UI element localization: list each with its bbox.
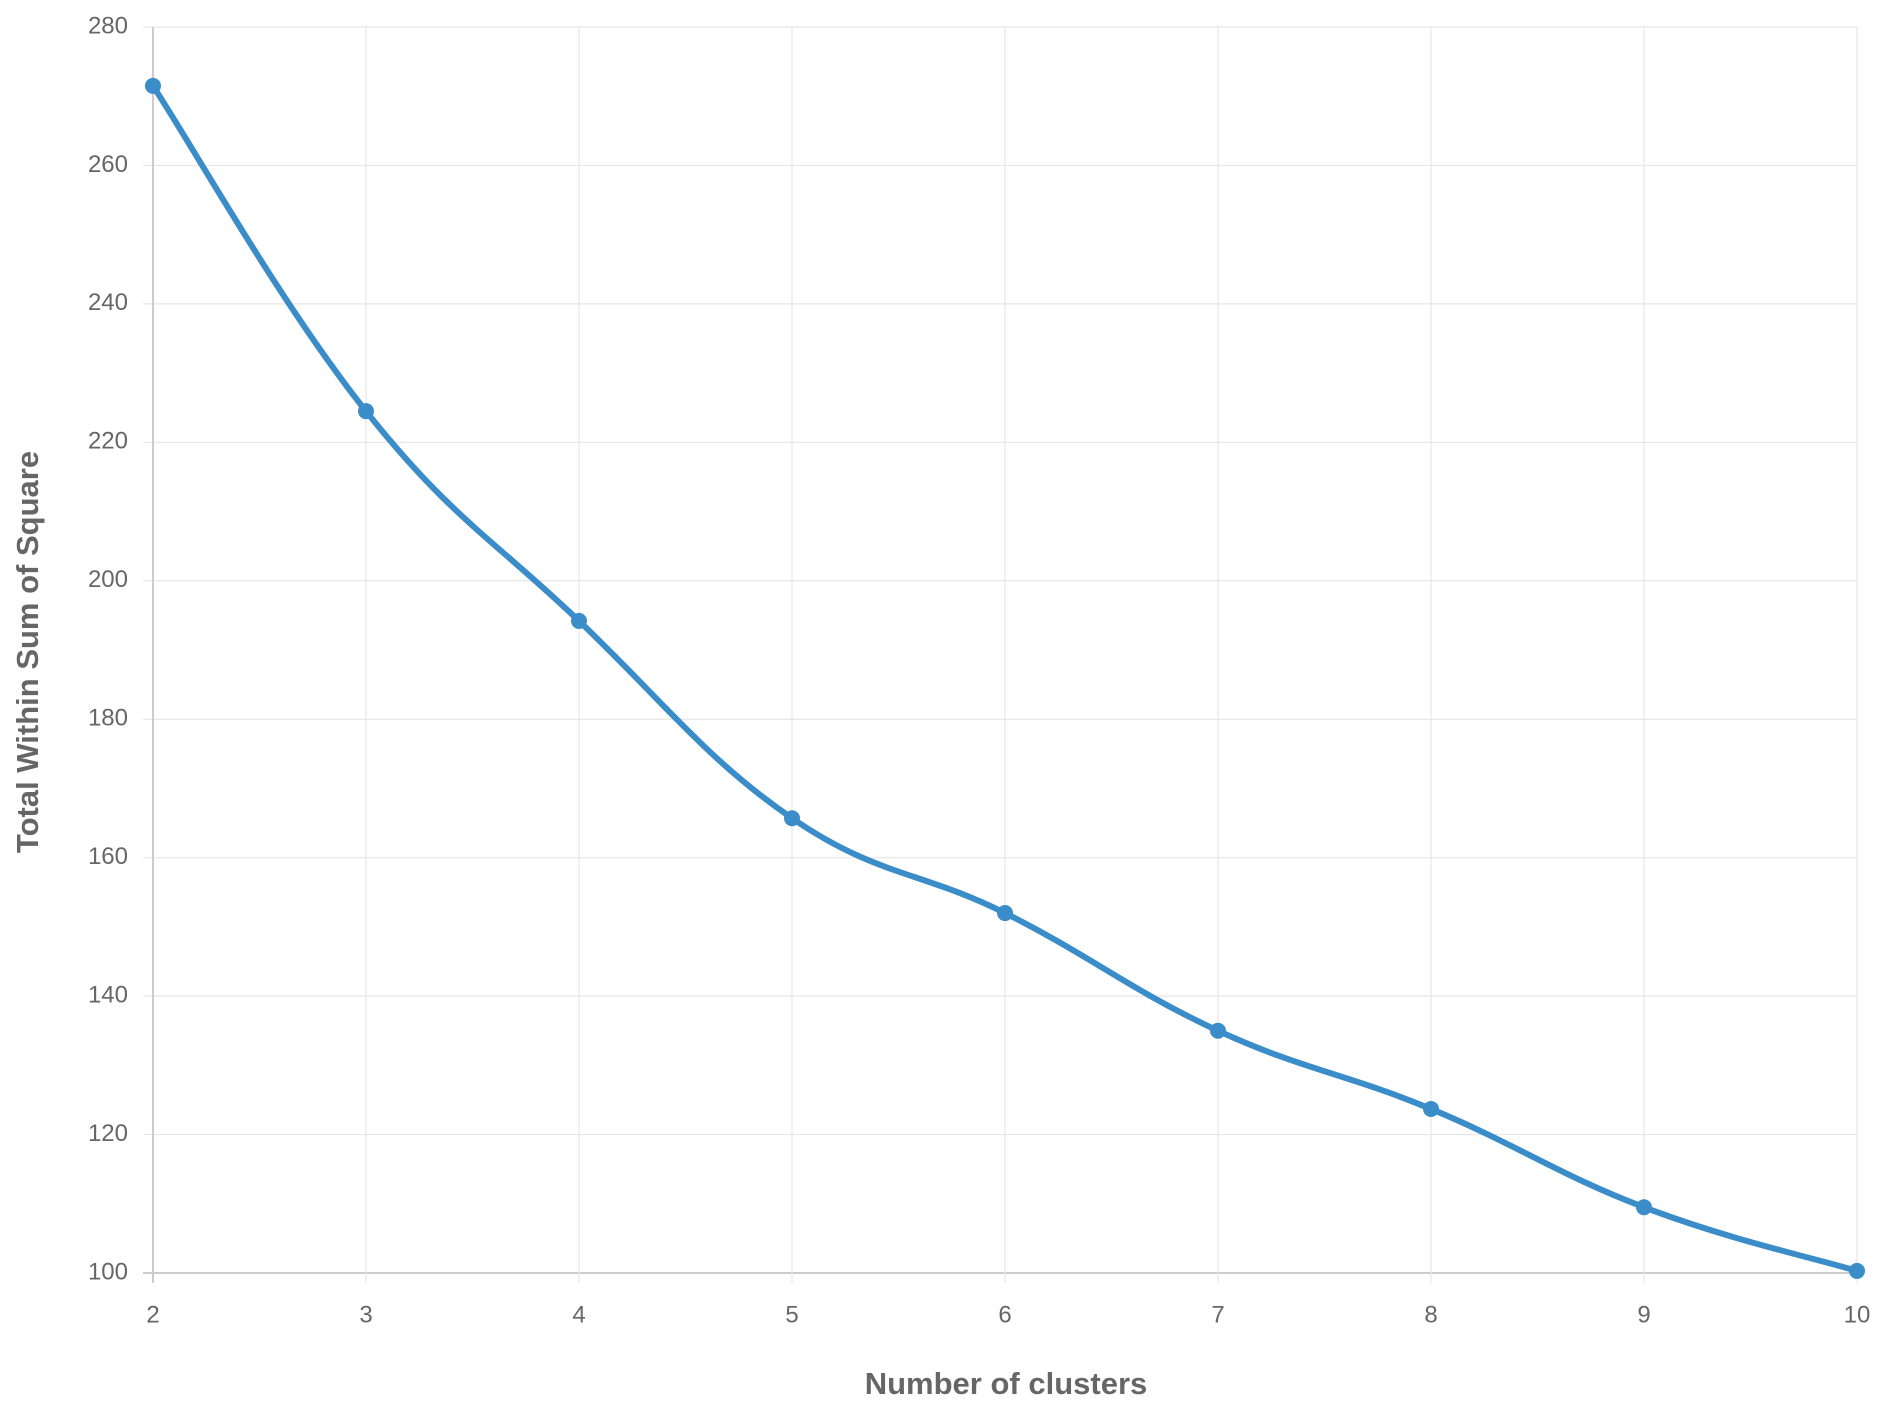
x-tick-label: 10 — [1844, 1301, 1871, 1328]
point — [1636, 1199, 1652, 1216]
x-tick-label: 2 — [146, 1301, 159, 1328]
y-tick-label: 120 — [88, 1120, 128, 1147]
y-tick-label: 240 — [88, 289, 128, 316]
point — [358, 403, 374, 420]
y-axis-title: Total Within Sum of Square — [10, 451, 45, 853]
y-tick-label: 200 — [88, 566, 128, 593]
point — [1210, 1022, 1226, 1039]
y-tick-label: 100 — [88, 1258, 128, 1285]
y-tick-label: 280 — [88, 12, 128, 39]
y-tick-label: 220 — [88, 428, 128, 455]
x-tick-label: 6 — [998, 1301, 1011, 1328]
x-tick-label: 9 — [1637, 1301, 1650, 1328]
y-tick-label: 140 — [88, 981, 128, 1008]
x-tick-label: 7 — [1211, 1301, 1224, 1328]
x-tick-label: 4 — [572, 1301, 585, 1328]
point — [784, 810, 800, 827]
x-tick-label: 8 — [1424, 1301, 1437, 1328]
line — [150, 84, 1858, 1274]
point — [1849, 1262, 1865, 1279]
y-tick-label: 260 — [88, 151, 128, 178]
point — [997, 905, 1013, 922]
y-tick-label: 160 — [88, 843, 128, 870]
x-tick-label: 3 — [359, 1301, 372, 1328]
point — [145, 77, 161, 94]
point — [1423, 1100, 1439, 1117]
x-tick-label: 5 — [785, 1301, 798, 1328]
x-axis-title: Number of clusters — [865, 1366, 1148, 1401]
y-tick-label: 180 — [88, 705, 128, 732]
point — [571, 612, 587, 629]
